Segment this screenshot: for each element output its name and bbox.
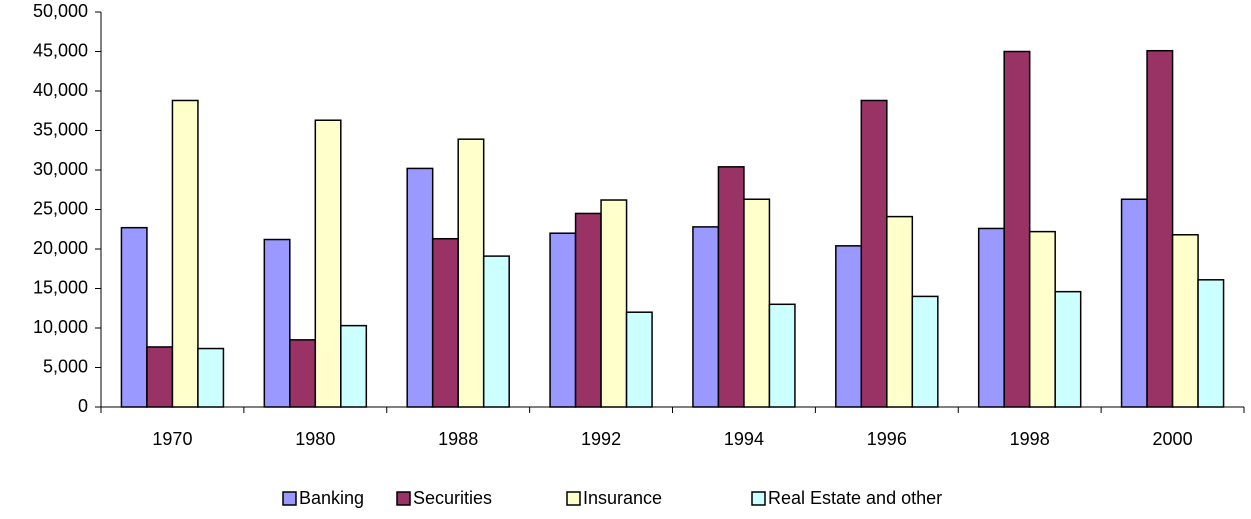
y-tick-label: 50,000 xyxy=(33,1,88,21)
bar xyxy=(1120,198,1148,408)
legend-label: Banking xyxy=(299,488,364,508)
bar xyxy=(120,226,148,408)
y-tick-label: 0 xyxy=(78,396,88,416)
bar xyxy=(171,99,199,408)
x-tick-label: 2000 xyxy=(1153,429,1193,449)
legend-label: Real Estate and other xyxy=(768,488,942,508)
bar xyxy=(146,346,174,408)
bar xyxy=(977,227,1005,408)
bar xyxy=(197,347,225,408)
bar xyxy=(482,255,510,408)
x-tick-label: 1992 xyxy=(581,429,621,449)
bar xyxy=(835,245,863,408)
bar xyxy=(406,167,434,408)
x-tick-label: 1998 xyxy=(1010,429,1050,449)
y-tick-label: 35,000 xyxy=(33,119,88,139)
legend-swatch xyxy=(282,491,297,506)
y-tick-label: 40,000 xyxy=(33,80,88,100)
bar xyxy=(1028,230,1056,408)
bar xyxy=(263,238,291,408)
bar xyxy=(457,138,485,408)
bar xyxy=(1146,49,1174,408)
y-tick-label: 5,000 xyxy=(43,356,88,376)
legend-label: Insurance xyxy=(583,488,662,508)
bar xyxy=(911,295,939,408)
bar xyxy=(549,232,577,408)
bar xyxy=(1197,279,1225,408)
legend-swatch xyxy=(751,491,766,506)
bar xyxy=(1054,290,1082,408)
bar xyxy=(1171,234,1199,408)
bar xyxy=(289,339,317,408)
x-tick-label: 1970 xyxy=(152,429,192,449)
bar xyxy=(340,324,368,408)
bar xyxy=(600,199,628,408)
x-tick-label: 1988 xyxy=(438,429,478,449)
legend-swatch xyxy=(566,491,581,506)
bar xyxy=(886,215,914,408)
bar xyxy=(574,212,602,408)
x-tick-label: 1996 xyxy=(867,429,907,449)
bar xyxy=(1003,50,1031,408)
x-tick-label: 1994 xyxy=(724,429,764,449)
legend-swatch xyxy=(396,491,411,506)
bar xyxy=(768,303,796,408)
legend-label: Securities xyxy=(413,488,492,508)
y-tick-label: 30,000 xyxy=(33,159,88,179)
bar xyxy=(717,166,745,408)
y-tick-label: 25,000 xyxy=(33,198,88,218)
bar xyxy=(743,198,771,408)
x-tick-label: 1980 xyxy=(295,429,335,449)
y-tick-label: 20,000 xyxy=(33,238,88,258)
bar xyxy=(431,237,459,408)
bar xyxy=(860,99,888,408)
bar xyxy=(625,311,653,408)
bar xyxy=(314,119,342,408)
bar xyxy=(692,226,720,408)
y-tick-label: 15,000 xyxy=(33,277,88,297)
y-tick-label: 45,000 xyxy=(33,40,88,60)
y-tick-label: 10,000 xyxy=(33,317,88,337)
